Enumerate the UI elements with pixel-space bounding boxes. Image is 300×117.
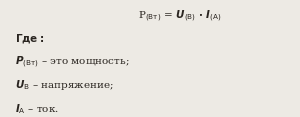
Text: $\bfit{I}_{\rm A}$ – ток.: $\bfit{I}_{\rm A}$ – ток. xyxy=(15,102,59,116)
Text: $\bf{Где:}$: $\bf{Где:}$ xyxy=(15,32,44,45)
Text: $\bfit{U}_{\rm В}$ – напряжение;: $\bfit{U}_{\rm В}$ – напряжение; xyxy=(15,78,114,92)
Text: P$_{\rm (Вт)}$ = $\bfit{U}_{\rm (В)}$ $\mathbf{\cdot}$ $\bfit{I}_{\rm (A)}$: P$_{\rm (Вт)}$ = $\bfit{U}_{\rm (В)}$ $\… xyxy=(138,8,222,24)
Text: $\bfit{P}_{\rm (Вт)}$ – это мощность;: $\bfit{P}_{\rm (Вт)}$ – это мощность; xyxy=(15,55,130,70)
